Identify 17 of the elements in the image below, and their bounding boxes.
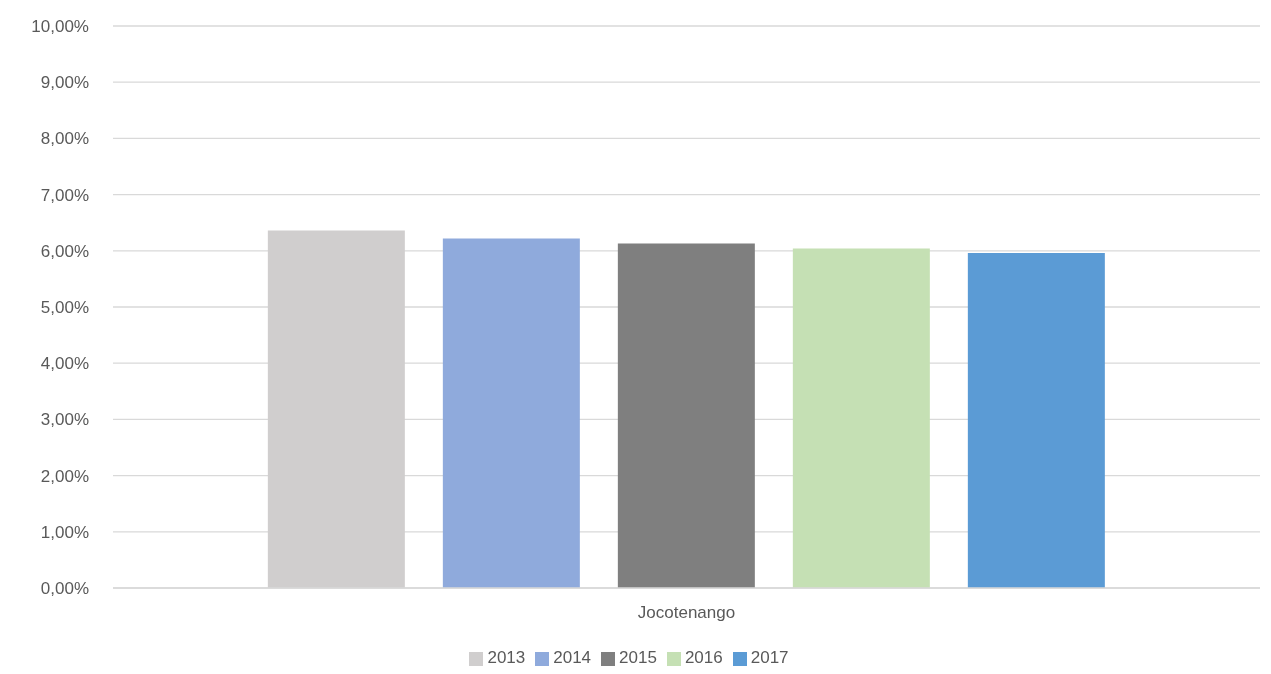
legend-label: 2017	[750, 648, 789, 667]
y-tick-label: 5,00%	[40, 298, 89, 318]
y-tick-label: 8,00%	[40, 129, 89, 149]
y-tick-label: 10,00%	[31, 17, 89, 37]
legend-label: 2015	[619, 648, 657, 667]
legend-label: 2014	[553, 648, 592, 667]
y-tick-label: 4,00%	[40, 354, 89, 374]
y-tick-label: 1,00%	[40, 522, 89, 542]
y-tick-label: 0,00%	[40, 579, 89, 599]
x-tick-label: Jocotenango	[637, 603, 736, 623]
y-tick-label: 7,00%	[40, 185, 89, 205]
y-tick-label: 6,00%	[40, 241, 89, 261]
legend-label: 2016	[684, 648, 723, 667]
y-tick-label: 3,00%	[40, 410, 89, 430]
legend-label: 2013	[487, 648, 526, 667]
y-tick-label: 2,00%	[40, 466, 89, 486]
y-tick-label: 9,00%	[40, 73, 89, 93]
